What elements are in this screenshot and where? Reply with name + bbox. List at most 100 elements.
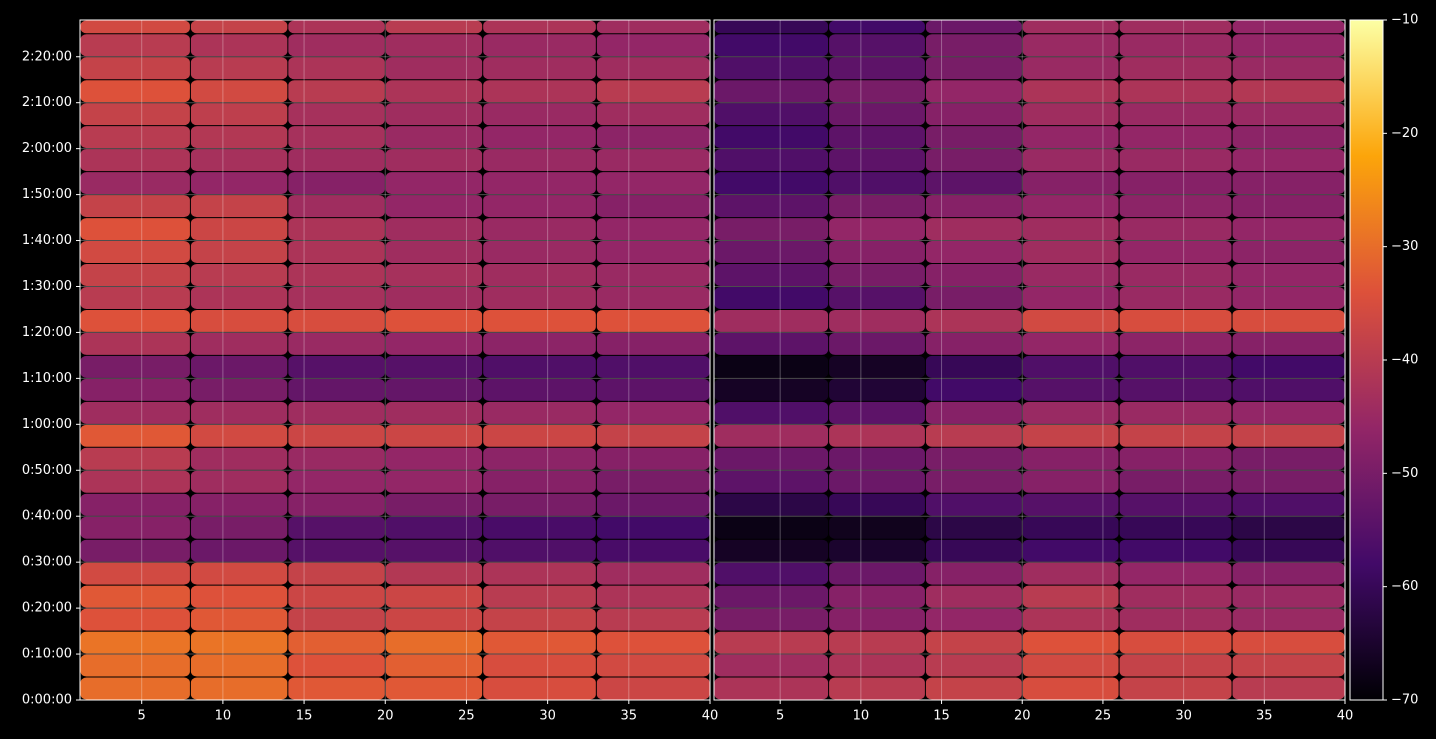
heatmap-cell bbox=[80, 218, 190, 241]
heatmap-cell bbox=[1232, 149, 1345, 172]
heatmap-cell bbox=[1232, 654, 1345, 677]
heatmap-cell bbox=[1119, 631, 1232, 654]
x-tick-label: 25 bbox=[1095, 709, 1112, 724]
heatmap-cell bbox=[1232, 378, 1345, 401]
heatmap-cell bbox=[80, 516, 190, 539]
heatmap-cell bbox=[925, 309, 1022, 332]
heatmap-cell bbox=[483, 149, 596, 172]
heatmap-cell bbox=[80, 286, 190, 309]
heatmap-cell bbox=[288, 355, 385, 378]
heatmap-cell bbox=[829, 20, 925, 34]
heatmap-cell bbox=[80, 355, 190, 378]
heatmap-cell bbox=[1119, 309, 1232, 332]
heatmap-cell bbox=[1119, 585, 1232, 608]
heatmap-cell bbox=[80, 424, 190, 447]
heatmap-cell bbox=[714, 378, 829, 401]
heatmap-cell bbox=[596, 493, 710, 516]
y-tick-label: 1:50:00 bbox=[22, 187, 72, 202]
heatmap-cell bbox=[190, 57, 288, 80]
colorbar-tick-label: −50 bbox=[1391, 466, 1418, 481]
heatmap-cell bbox=[714, 309, 829, 332]
heatmap-cell bbox=[1232, 585, 1345, 608]
heatmap-cell bbox=[829, 126, 925, 149]
heatmap-cell bbox=[1232, 470, 1345, 493]
heatmap-cell bbox=[925, 539, 1022, 562]
heatmap-cell bbox=[714, 631, 829, 654]
heatmap-cell bbox=[829, 608, 925, 631]
heatmap-cell bbox=[1022, 172, 1119, 195]
heatmap-cell bbox=[288, 332, 385, 355]
heatmap-cell bbox=[925, 424, 1022, 447]
heatmap-cell bbox=[288, 34, 385, 57]
heatmap-cell bbox=[80, 447, 190, 470]
heatmap-cell bbox=[1022, 562, 1119, 585]
y-tick-label: 0:30:00 bbox=[22, 555, 72, 570]
heatmap-cell bbox=[1119, 424, 1232, 447]
heatmap-cell bbox=[80, 149, 190, 172]
heatmap-cell bbox=[829, 378, 925, 401]
heatmap-cell bbox=[1022, 654, 1119, 677]
heatmap-cell bbox=[288, 585, 385, 608]
heatmap-cell bbox=[1232, 309, 1345, 332]
heatmap-cell bbox=[80, 585, 190, 608]
heatmap-cell bbox=[714, 470, 829, 493]
heatmap-cell bbox=[483, 172, 596, 195]
heatmap-cell bbox=[288, 493, 385, 516]
heatmap-cell bbox=[190, 539, 288, 562]
heatmap-cell bbox=[385, 447, 483, 470]
heatmap-cell bbox=[925, 34, 1022, 57]
y-tick-label: 1:00:00 bbox=[22, 417, 72, 432]
x-tick-label: 5 bbox=[138, 709, 146, 724]
heatmap-cell bbox=[1022, 241, 1119, 264]
heatmap-cell bbox=[1022, 378, 1119, 401]
heatmap-cell bbox=[1022, 57, 1119, 80]
heatmap-cell bbox=[80, 264, 190, 286]
y-tick-label: 0:50:00 bbox=[22, 463, 72, 478]
heatmap-cell bbox=[596, 447, 710, 470]
heatmap-cell bbox=[925, 355, 1022, 378]
heatmap-cell bbox=[483, 631, 596, 654]
heatmap-cell bbox=[829, 677, 925, 700]
heatmap-cell bbox=[1022, 631, 1119, 654]
heatmap-cell bbox=[80, 470, 190, 493]
heatmap-cell bbox=[714, 516, 829, 539]
heatmap-cell bbox=[714, 493, 829, 516]
colorbar-tick-label: −20 bbox=[1391, 126, 1418, 141]
heatmap-cell bbox=[1022, 264, 1119, 286]
heatmap-cell bbox=[1022, 447, 1119, 470]
heatmap-cell bbox=[1119, 470, 1232, 493]
heatmap-cell bbox=[385, 631, 483, 654]
heatmap-cell bbox=[1232, 57, 1345, 80]
heatmap-cell bbox=[288, 80, 385, 103]
heatmap-cell bbox=[190, 34, 288, 57]
heatmap-cell bbox=[385, 516, 483, 539]
y-tick-label: 0:40:00 bbox=[22, 509, 72, 524]
heatmap-cell bbox=[829, 493, 925, 516]
heatmap-cell bbox=[829, 195, 925, 218]
heatmap-cell bbox=[288, 378, 385, 401]
heatmap-cell bbox=[190, 286, 288, 309]
heatmap-cell bbox=[596, 378, 710, 401]
heatmap-cell bbox=[829, 447, 925, 470]
y-tick-label: 0:20:00 bbox=[22, 601, 72, 616]
heatmap-cell bbox=[925, 103, 1022, 126]
heatmap-cell bbox=[80, 631, 190, 654]
heatmap-cell bbox=[925, 631, 1022, 654]
heatmap-cell bbox=[596, 149, 710, 172]
heatmap-cell bbox=[385, 218, 483, 241]
heatmap-cell bbox=[483, 562, 596, 585]
heatmap-cell bbox=[1119, 677, 1232, 700]
heatmap-cell bbox=[288, 149, 385, 172]
y-tick-label: 1:10:00 bbox=[22, 371, 72, 386]
heatmap-cell bbox=[925, 608, 1022, 631]
heatmap-cell bbox=[925, 332, 1022, 355]
heatmap-cell bbox=[1119, 103, 1232, 126]
x-tick-label: 10 bbox=[215, 709, 232, 724]
heatmap-cell bbox=[596, 20, 710, 34]
heatmap-cell bbox=[1119, 332, 1232, 355]
panel-frame bbox=[79, 19, 711, 701]
heatmap-cell bbox=[925, 493, 1022, 516]
heatmap-cell bbox=[190, 424, 288, 447]
heatmap-cell bbox=[829, 286, 925, 309]
heatmap-cell bbox=[190, 20, 288, 34]
